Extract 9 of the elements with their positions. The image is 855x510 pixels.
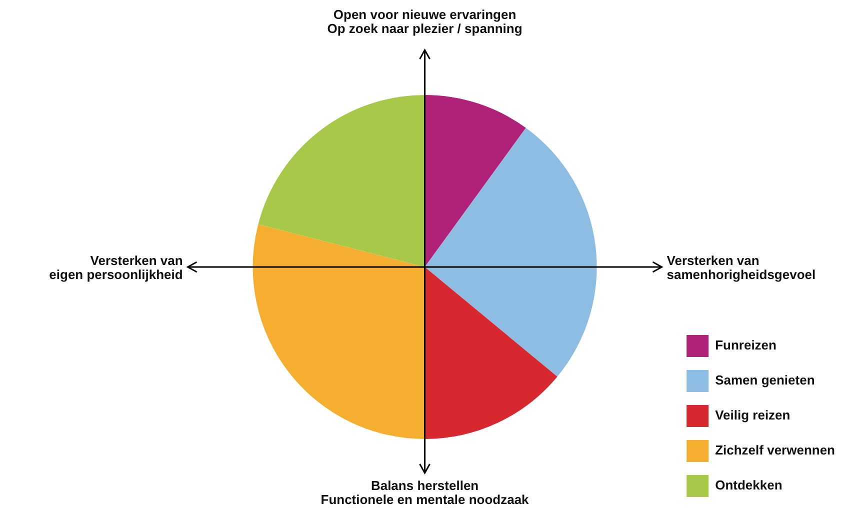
legend-label: Funreizen [715,338,777,353]
text: Versterken van samenhorigheidsgevoel [666,253,816,282]
legend-label: Samen genieten [715,372,815,388]
text: Open voor nieuwe ervaringen Op zoek naar plezier / spanning [326,7,524,36]
text: Balans herstellen Functionele en mentale noodzaak [320,478,530,507]
text: Versterken van eigen persoonlijkheid [49,253,183,282]
legend-label: Ontdekken [715,478,782,493]
legend-label: Veilig reizen [715,408,790,423]
legend-label: Zichzelf verwennen [715,442,836,458]
